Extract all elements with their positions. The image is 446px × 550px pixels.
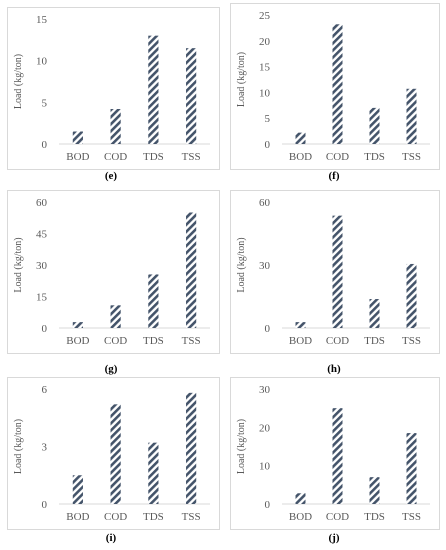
y-tick-label: 10 [36, 56, 48, 68]
y-tick-label: 0 [265, 139, 271, 151]
y-tick-label: 45 [36, 229, 48, 241]
bar [186, 212, 197, 328]
y-tick-label: 5 [42, 97, 48, 109]
bar [148, 442, 159, 504]
bar-chart: Load (kg/ton) 0 5 10 15 20 25 BOD COD TDS TSS [236, 10, 430, 163]
panel-caption: (j) [328, 532, 340, 544]
chart-panel-f: Load (kg/ton) 0 5 10 15 20 25 BOD COD TDS TSS (f) [222, 0, 446, 185]
bar [110, 109, 121, 144]
chart-panel-j: Load (kg/ton) 0 10 20 30 BOD COD TDS TSS (j) [222, 374, 446, 550]
panel-caption: (i) [105, 532, 117, 544]
y-tick-label: 10 [259, 87, 271, 99]
y-axis-label: Load (kg/ton) [236, 52, 247, 107]
y-tick-label: 0 [265, 499, 271, 511]
y-tick-label: 0 [42, 139, 48, 151]
y-tick-label: 0 [42, 323, 48, 335]
y-tick-label: 60 [259, 197, 271, 209]
bar [295, 132, 306, 144]
x-tick-label: TSS [182, 511, 201, 523]
y-tick-label: 3 [42, 442, 48, 454]
bar [186, 48, 197, 144]
y-tick-label: 0 [42, 499, 48, 511]
y-tick-label: 30 [259, 260, 271, 272]
bar [72, 322, 83, 328]
bar [369, 477, 380, 504]
y-axis-label: Load (kg/ton) [236, 419, 247, 474]
y-axis-label: Load (kg/ton) [236, 237, 247, 292]
y-tick-label: 6 [42, 384, 48, 396]
bar-chart: Load (kg/ton) 0 3 6 BOD COD TDS TSS [13, 384, 210, 523]
bar [332, 24, 343, 144]
x-tick-label: TSS [402, 335, 421, 347]
y-axis-label: Load (kg/ton) [13, 54, 24, 109]
x-tick-label: TDS [364, 151, 385, 163]
y-axis-label: Load (kg/ton) [13, 237, 24, 292]
bar [369, 107, 380, 144]
y-tick-label: 15 [259, 62, 271, 74]
bar-chart: Load (kg/ton) 0 10 20 30 BOD COD TDS TSS [236, 384, 430, 523]
x-tick-label: BOD [289, 511, 312, 523]
bar [295, 493, 306, 504]
y-tick-label: 5 [265, 113, 271, 125]
bar [406, 88, 417, 144]
bar [406, 263, 417, 328]
bar [110, 404, 121, 504]
y-tick-label: 10 [259, 461, 271, 473]
bar [148, 35, 159, 144]
x-tick-label: TDS [364, 335, 385, 347]
x-tick-label: TSS [182, 151, 201, 163]
bar [72, 475, 83, 504]
x-tick-label: COD [326, 511, 349, 523]
y-tick-label: 60 [36, 197, 48, 209]
y-tick-label: 0 [265, 323, 271, 335]
y-tick-label: 20 [259, 36, 271, 48]
panel-caption: (f) [328, 170, 340, 182]
x-tick-label: TSS [182, 335, 201, 347]
bar [186, 392, 197, 504]
x-tick-label: TDS [364, 511, 385, 523]
bar [369, 299, 380, 328]
bar [406, 433, 417, 504]
bar [148, 274, 159, 328]
y-tick-label: 20 [259, 422, 271, 434]
chart-panel-i: Load (kg/ton) 0 3 6 BOD COD TDS TSS (i) [0, 374, 222, 550]
x-tick-label: TSS [402, 151, 421, 163]
bar [110, 305, 121, 328]
panel-caption: (g) [104, 363, 118, 375]
x-tick-label: COD [104, 151, 127, 163]
x-tick-label: BOD [66, 511, 89, 523]
x-tick-label: BOD [66, 335, 89, 347]
x-tick-label: TDS [143, 511, 164, 523]
x-tick-label: BOD [66, 151, 89, 163]
chart-panel-g: Load (kg/ton) 0 15 30 45 60 BOD COD TDS TSS (g) [0, 188, 222, 378]
x-tick-label: COD [104, 335, 127, 347]
x-tick-label: TDS [143, 335, 164, 347]
bar [295, 322, 306, 328]
bar-chart: Load (kg/ton) 0 15 30 45 60 BOD COD TDS TSS [13, 197, 210, 347]
chart-panel-e: Load (kg/ton) 0 5 10 15 BOD COD TDS TSS (e) [0, 0, 222, 185]
x-tick-label: TDS [143, 151, 164, 163]
y-tick-label: 30 [259, 384, 271, 396]
x-tick-label: COD [104, 511, 127, 523]
bar [332, 408, 343, 504]
bar [72, 131, 83, 144]
y-axis-label: Load (kg/ton) [13, 419, 24, 474]
panel-caption: (h) [327, 363, 341, 375]
x-tick-label: BOD [289, 335, 312, 347]
x-tick-label: BOD [289, 151, 312, 163]
x-tick-label: COD [326, 151, 349, 163]
bar-chart: Load (kg/ton) 0 5 10 15 BOD COD TDS TSS [13, 14, 210, 163]
x-tick-label: COD [326, 335, 349, 347]
bar-chart: Load (kg/ton) 0 30 60 BOD COD TDS TSS [236, 197, 430, 347]
bar [332, 215, 343, 328]
panel-caption: (e) [104, 170, 118, 182]
x-tick-label: TSS [402, 511, 421, 523]
chart-panel-h: Load (kg/ton) 0 30 60 BOD COD TDS TSS (h) [222, 188, 446, 378]
y-tick-label: 30 [36, 260, 48, 272]
y-tick-label: 15 [36, 14, 48, 26]
y-tick-label: 25 [259, 10, 271, 22]
y-tick-label: 15 [36, 292, 48, 304]
